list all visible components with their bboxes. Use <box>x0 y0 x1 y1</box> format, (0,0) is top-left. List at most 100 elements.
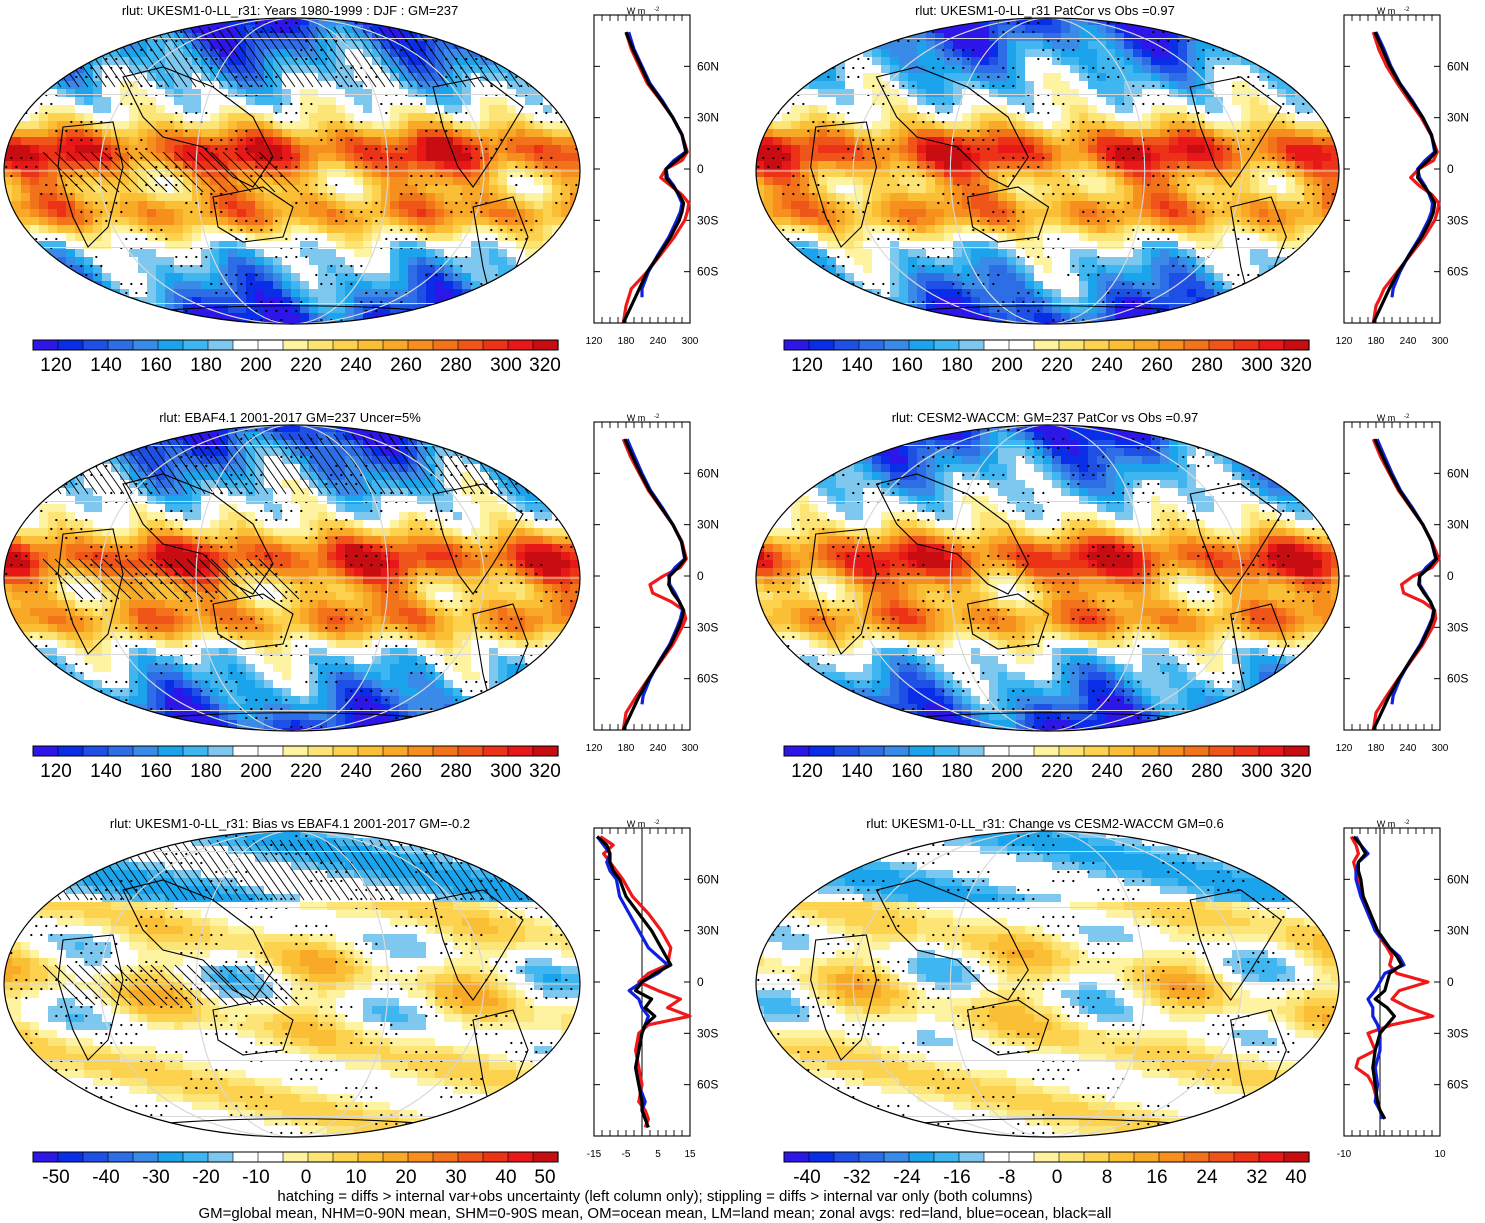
colorbar-4-label: -10 <box>242 1167 269 1189</box>
colorbar-swatch <box>1159 1152 1184 1162</box>
colorbar-3-label: 240 <box>1091 761 1123 783</box>
colorbar-2-label: 200 <box>240 761 272 783</box>
colorbar-swatch <box>834 1152 859 1162</box>
colorbar-5-label: 8 <box>1102 1167 1113 1189</box>
colorbar-swatch <box>1259 340 1284 350</box>
colorbar-swatch <box>809 1152 834 1162</box>
colorbar-swatch <box>33 746 58 756</box>
colorbar-4-label: 20 <box>395 1167 416 1189</box>
colorbar-4-label: -20 <box>192 1167 219 1189</box>
colorbar-swatch <box>784 746 809 756</box>
colorbar-swatch <box>108 746 133 756</box>
colorbar-swatch <box>1259 1152 1284 1162</box>
colorbar-swatch <box>1209 1152 1234 1162</box>
map-1 <box>755 17 1340 325</box>
zonal-x-label: 120 <box>1336 743 1353 754</box>
colorbar-swatch <box>984 1152 1009 1162</box>
zonal-lat-label: 30S <box>697 213 718 227</box>
colorbar-swatch <box>909 746 934 756</box>
colorbar-swatch <box>884 746 909 756</box>
colorbar-3-label: 220 <box>1041 761 1073 783</box>
colorbar-2-label: 220 <box>290 761 322 783</box>
colorbar-swatch <box>533 1152 558 1162</box>
colorbar-3-label: 320 <box>1280 761 1312 783</box>
zonal-x-label: 120 <box>1336 336 1353 347</box>
map-3 <box>755 424 1340 732</box>
zonal-lat-label: 30S <box>1447 1026 1468 1040</box>
zonal-unit-exp: -2 <box>1404 820 1410 826</box>
colorbar-swatch <box>283 1152 308 1162</box>
colorbar-3-label: 140 <box>841 761 873 783</box>
colorbar-swatch <box>1084 1152 1109 1162</box>
colorbar-swatch <box>784 1152 809 1162</box>
zonal-unit: W m <box>627 413 646 423</box>
colorbar-swatch <box>433 1152 458 1162</box>
colorbar-swatch <box>358 746 383 756</box>
colorbar-swatch <box>1009 746 1034 756</box>
colorbar-0-label: 300 <box>490 355 522 377</box>
colorbar-swatch <box>1034 1152 1059 1162</box>
colorbar-swatch <box>433 746 458 756</box>
zonal-line-black <box>623 439 685 730</box>
colorbar-swatch <box>133 746 158 756</box>
colorbar-4-label: -40 <box>92 1167 119 1189</box>
map-field <box>755 424 1341 737</box>
panel-title-4: rlut: UKESM1-0-LL_r31: Bias vs EBAF4.1 2… <box>0 816 580 831</box>
map-0 <box>3 17 581 325</box>
zonal-line-black <box>1373 439 1436 730</box>
zonal-x-label: -5 <box>622 1149 631 1160</box>
colorbar-swatch <box>859 746 884 756</box>
colorbar-swatch <box>1109 746 1134 756</box>
colorbar-swatch <box>408 1152 433 1162</box>
zonal-lat-label: 30N <box>1447 518 1469 532</box>
colorbar-swatch <box>383 340 408 350</box>
zonal-line-red <box>1373 32 1439 323</box>
colorbar-swatch <box>934 746 959 756</box>
colorbar-4: -50 -40 -30 -20 -10 0 10 20 30 40 50 <box>33 1152 558 1192</box>
zonal-line-red <box>1351 837 1433 1119</box>
colorbar-1-label: 240 <box>1091 355 1123 377</box>
colorbar-swatch <box>1009 1152 1034 1162</box>
zonal-unit-exp: -2 <box>1404 414 1410 420</box>
zonal-x-label: -10 <box>1337 1149 1352 1160</box>
colorbar-swatch <box>208 1152 233 1162</box>
colorbar-5-label: -32 <box>843 1167 870 1189</box>
colorbar-3-label: 160 <box>891 761 923 783</box>
zonal-line-red <box>623 439 686 730</box>
colorbar-swatch <box>308 1152 333 1162</box>
colorbar-2: 120 140 160 180 200 220 240 260 280 300 … <box>33 746 558 786</box>
panel-title-1: rlut: UKESM1-0-LL_r31 PatCor vs Obs =0.9… <box>750 3 1340 18</box>
colorbar-swatch <box>458 340 483 350</box>
colorbar-5-label: 0 <box>1052 1167 1063 1189</box>
zonal-frame <box>594 422 690 730</box>
zonal-lat-label: 30N <box>697 518 719 532</box>
map-field <box>0 17 619 330</box>
colorbar-swatch <box>333 1152 358 1162</box>
colorbar-swatch <box>1159 340 1184 350</box>
map-field <box>755 830 1341 1143</box>
colorbar-swatch <box>533 746 558 756</box>
colorbar-swatch <box>83 746 108 756</box>
zonal-x-label: 120 <box>586 336 603 347</box>
zonal-unit-exp: -2 <box>654 414 660 420</box>
colorbar-swatch <box>1034 746 1059 756</box>
colorbar-swatch <box>1234 340 1259 350</box>
colorbar-swatch <box>458 746 483 756</box>
colorbar-swatch <box>1209 340 1234 350</box>
zonal-lat-label: 60S <box>1447 265 1468 279</box>
zonal-lat-label: 0 <box>1447 569 1454 583</box>
colorbar-3: 120 140 160 180 200 220 240 260 280 300 … <box>784 746 1309 786</box>
colorbar-swatch <box>909 340 934 350</box>
colorbar-swatch <box>408 746 433 756</box>
zonal-lat-label: 60S <box>1447 672 1468 686</box>
colorbar-swatch <box>1284 1152 1309 1162</box>
zonal-lat-label: 0 <box>697 162 704 176</box>
colorbar-swatch <box>133 340 158 350</box>
colorbar-swatch <box>834 340 859 350</box>
zonal-lat-label: 60N <box>697 59 719 73</box>
zonal-x-label: 240 <box>650 336 667 347</box>
colorbar-swatch <box>133 1152 158 1162</box>
colorbar-4-label: -30 <box>142 1167 169 1189</box>
